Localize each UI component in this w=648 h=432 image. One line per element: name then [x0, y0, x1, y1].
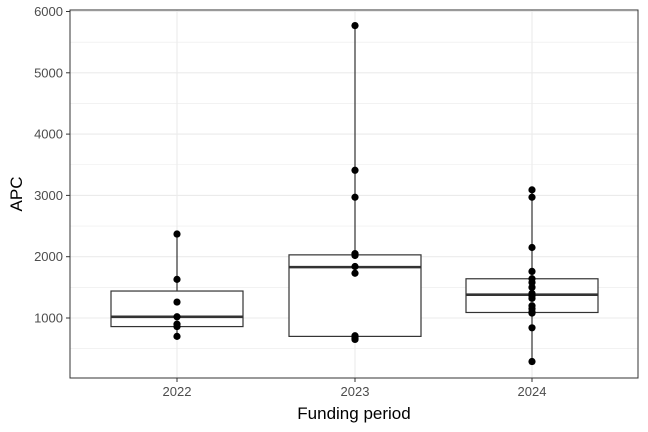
- panel-border: [69, 9, 639, 379]
- data-point: [173, 275, 181, 283]
- data-point: [528, 324, 536, 332]
- y-axis: 1000 2000 3000 4000 5000 6000: [34, 4, 70, 326]
- data-point: [528, 357, 536, 366]
- x-axis-title: Funding period: [297, 404, 410, 423]
- data-point: [351, 193, 359, 201]
- y-axis-title: APC: [7, 177, 26, 212]
- data-point: [173, 230, 181, 238]
- y-tick-label: 2000: [34, 249, 63, 264]
- data-point: [528, 309, 536, 317]
- data-point: [351, 262, 359, 271]
- minor-gridlines: [70, 41, 638, 349]
- data-point: [528, 283, 536, 291]
- y-tick-label: 3000: [34, 188, 63, 203]
- data-point: [173, 298, 181, 306]
- data-point: [173, 313, 181, 321]
- data-point: [351, 269, 359, 277]
- data-point: [528, 294, 536, 302]
- boxplot-2023: [288, 25, 422, 340]
- data-points: [173, 21, 536, 366]
- data-point: [528, 186, 536, 194]
- data-point: [173, 332, 181, 340]
- y-tick-label: 6000: [34, 4, 63, 19]
- data-point: [351, 21, 359, 30]
- data-point: [351, 251, 359, 260]
- y-tick-label: 4000: [34, 127, 63, 142]
- y-tick-label: 5000: [34, 65, 63, 80]
- x-axis: 2022 2023 2024: [163, 378, 547, 399]
- x-tick-label: 2022: [163, 384, 192, 399]
- data-point: [351, 335, 359, 344]
- data-point: [528, 267, 536, 276]
- x-tick-label: 2024: [518, 384, 547, 399]
- data-point: [528, 243, 536, 252]
- data-point: [528, 193, 536, 201]
- data-point: [173, 322, 181, 331]
- y-tick-label: 1000: [34, 311, 63, 326]
- x-tick-label: 2023: [341, 384, 370, 399]
- data-point: [351, 166, 359, 174]
